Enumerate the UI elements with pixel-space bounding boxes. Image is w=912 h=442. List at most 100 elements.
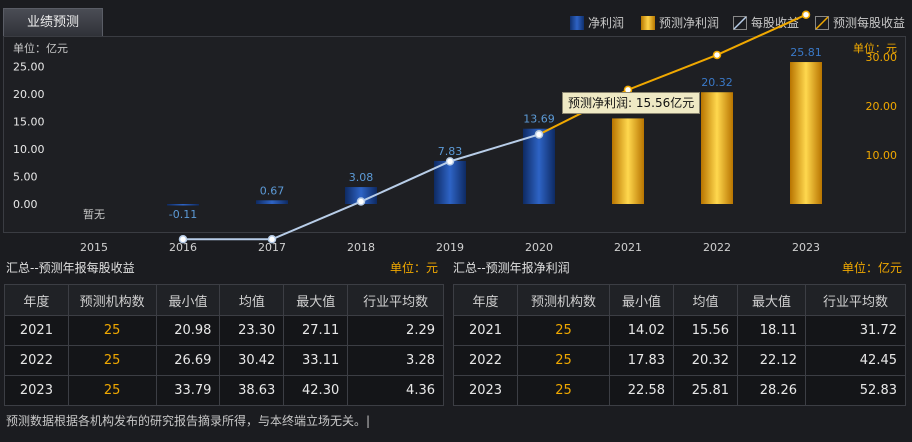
- cell-mean: 23.30: [219, 315, 285, 346]
- cell-min: 17.83: [609, 345, 674, 376]
- bar-forecast-net-profit: [701, 92, 733, 204]
- x-tick-label: 2018: [347, 241, 375, 254]
- cell-max: 42.30: [283, 375, 349, 406]
- bar-value-label: 3.08: [349, 171, 374, 184]
- cell-mean: 20.32: [673, 345, 738, 376]
- y-right-tick-label: 10.00: [866, 149, 898, 162]
- col-header-industry-avg: 行业平均数: [347, 284, 444, 316]
- cell-mean: 38.63: [219, 375, 285, 406]
- chart-area: [3, 36, 906, 233]
- eps-table-unit: 单位：元: [390, 261, 439, 275]
- profit-table-title: 汇总--预测年报净利润: [453, 261, 570, 275]
- col-header-org-count: 预测机构数: [517, 284, 610, 316]
- cell-org-count: 25: [67, 375, 157, 406]
- col-header-year: 年度: [4, 284, 69, 316]
- table-row[interactable]: 2022 25 26.69 30.42 33.11 3.28: [4, 345, 444, 376]
- y-axis-unit-right: 单位：元: [853, 41, 897, 55]
- eps-table-title: 汇总--预测年报每股收益: [6, 261, 135, 275]
- bar-net-profit: [345, 187, 377, 204]
- bar-net-profit: [434, 160, 466, 204]
- profit-table-unit: 单位：亿元: [842, 261, 903, 275]
- cell-mean: 15.56: [673, 315, 738, 346]
- cell-org-count: 25: [517, 345, 610, 376]
- bar-net-profit: [167, 204, 199, 206]
- table-header-row: 年度 预测机构数 最小值 均值 最大值 行业平均数: [4, 284, 444, 316]
- bar-value-label: 0.67: [260, 184, 285, 197]
- x-tick-label: 2023: [792, 241, 820, 254]
- line-eps-point: [445, 157, 455, 166]
- bar-value-label: -0.11: [169, 208, 197, 221]
- col-header-mean: 均值: [219, 284, 285, 316]
- cell-industry-avg: 42.45: [805, 345, 906, 376]
- line-eps-point: [534, 130, 544, 139]
- legend-swatch-forecast-profit: [641, 16, 655, 30]
- legend-label: 每股收益: [751, 16, 800, 30]
- line-forecast-eps-point: [801, 10, 811, 19]
- cell-year: 2022: [453, 345, 518, 376]
- line-eps-point: [178, 235, 188, 244]
- y-tick-label: 15.00: [13, 116, 45, 129]
- table-row[interactable]: 2021 25 20.98 23.30 27.11 2.29: [4, 315, 444, 346]
- cell-year: 2023: [4, 375, 69, 406]
- forecast-chart: 单位：亿元 单位：元 25.00 20.00 15.00 10.00 5.00 0.00 30.…: [13, 10, 898, 254]
- legend-label: 预测净利润: [659, 16, 720, 30]
- eps-table: 年度 预测机构数 最小值 均值 最大值 行业平均数 2021 25 20.98 23.…: [4, 284, 444, 406]
- cell-org-count: 25: [67, 345, 157, 376]
- col-header-mean: 均值: [673, 284, 738, 316]
- cell-year: 2023: [453, 375, 518, 406]
- tab-forecast[interactable]: 业绩预测: [3, 8, 103, 37]
- bar-net-profit: [256, 200, 288, 204]
- cell-mean: 30.42: [219, 345, 285, 376]
- legend-line-forecast-eps-icon: [815, 16, 829, 30]
- y-axis-unit-left: 单位：亿元: [13, 41, 68, 55]
- cell-industry-avg: 31.72: [805, 315, 906, 346]
- line-eps: [183, 133, 540, 241]
- table-row[interactable]: 2023 25 33.79 38.63 42.30 4.36: [4, 375, 444, 406]
- cell-min: 14.02: [609, 315, 674, 346]
- line-forecast-eps-point: [712, 50, 722, 60]
- x-tick-label: 2022: [703, 241, 731, 254]
- cell-year: 2021: [453, 315, 518, 346]
- x-tick-label: 2016: [169, 241, 197, 254]
- chart-tooltip: 预测净利润: 15.56亿元: [562, 92, 701, 114]
- table-row[interactable]: 2021 25 14.02 15.56 18.11 31.72: [453, 315, 906, 346]
- cell-industry-avg: 3.28: [347, 345, 444, 376]
- profit-table: 年度 预测机构数 最小值 均值 最大值 行业平均数 2021 25 14.02 15.…: [453, 284, 906, 406]
- bar-net-profit: [523, 128, 555, 204]
- cell-max: 28.26: [737, 375, 806, 406]
- table-row[interactable]: 2023 25 22.58 25.81 28.26 52.83: [453, 375, 906, 406]
- x-tick-label: 2020: [525, 241, 553, 254]
- bar-value-label: 20.32: [701, 76, 733, 89]
- bar-value-label: 暂无: [83, 208, 105, 221]
- bar-value-label: 25.81: [790, 46, 822, 59]
- col-header-org-count: 预测机构数: [67, 284, 157, 316]
- bar-forecast-net-profit: [790, 62, 822, 204]
- cell-org-count: 25: [67, 315, 157, 346]
- cell-industry-avg: 52.83: [805, 375, 906, 406]
- y-tick-label: 10.00: [13, 143, 45, 156]
- chart-legend: 净利润 预测净利润 每股收益 预测每股收益: [0, 14, 912, 34]
- table-row[interactable]: 2022 25 17.83 20.32 22.12 42.45: [453, 345, 906, 376]
- cell-min: 22.58: [609, 375, 674, 406]
- legend-swatch-net-profit: [570, 16, 584, 30]
- cell-min: 33.79: [155, 375, 221, 406]
- cell-year: 2021: [4, 315, 69, 346]
- y-tick-label: 0.00: [13, 198, 38, 211]
- col-header-max: 最大值: [737, 284, 806, 316]
- bar-value-label: 13.69: [523, 113, 555, 126]
- legend-label: 预测每股收益: [833, 16, 906, 30]
- cell-org-count: 25: [517, 315, 610, 346]
- y-tick-label: 5.00: [13, 171, 38, 184]
- bar-forecast-net-profit: [612, 118, 644, 204]
- col-header-year: 年度: [453, 284, 518, 316]
- cell-industry-avg: 4.36: [347, 375, 444, 406]
- x-tick-label: 2015: [80, 241, 108, 254]
- col-header-industry-avg: 行业平均数: [805, 284, 906, 316]
- col-header-min: 最小值: [609, 284, 674, 316]
- cell-year: 2022: [4, 345, 69, 376]
- cell-industry-avg: 2.29: [347, 315, 444, 346]
- line-eps-point: [356, 197, 366, 206]
- cell-max: 22.12: [737, 345, 806, 376]
- bar-value-label: 7.83: [438, 145, 463, 158]
- x-tick-label: 2019: [436, 241, 464, 254]
